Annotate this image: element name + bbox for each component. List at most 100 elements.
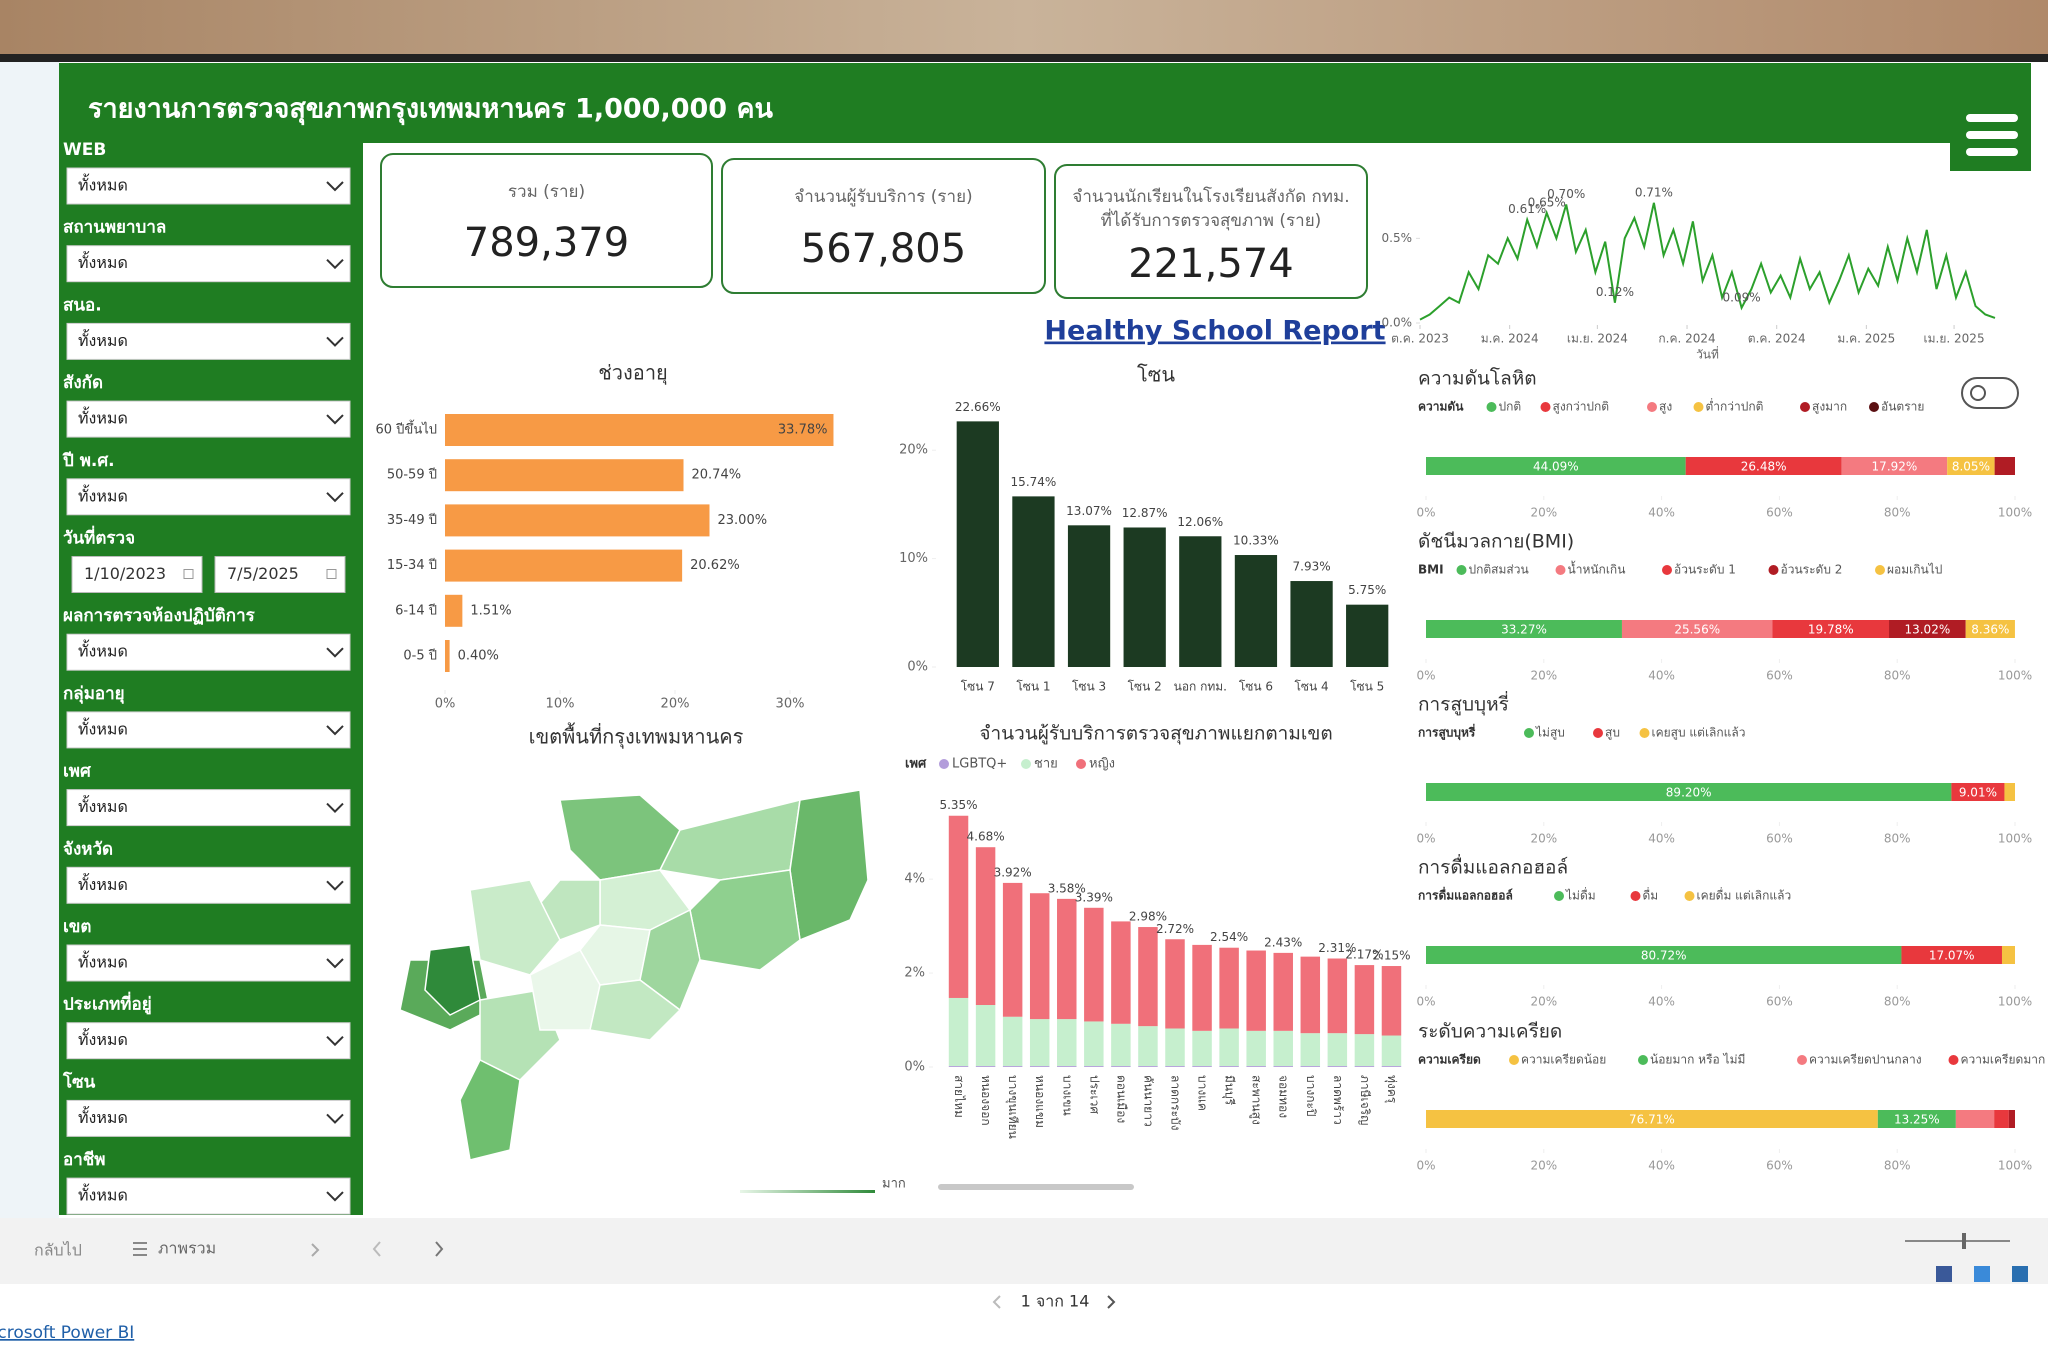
kpi-card	[380, 153, 713, 288]
brand-link[interactable]: Microsoft Power BI	[0, 1323, 134, 1343]
dropdown[interactable]	[66, 866, 351, 904]
date-value: 1/10/2023	[84, 564, 166, 583]
menu-icon[interactable]	[1966, 114, 2018, 156]
category-label: สะพานสูง	[1249, 1075, 1264, 1125]
dropdown[interactable]	[66, 167, 351, 205]
data-label: 1.51%	[470, 603, 511, 618]
next-arrow[interactable]	[435, 1241, 444, 1257]
bar-segment	[948, 1066, 969, 1067]
kpi-label: รวม (ราย)	[508, 182, 585, 202]
share-icon[interactable]	[2012, 1266, 2028, 1282]
legend-swatch	[1593, 728, 1603, 738]
chart-title: การดื่มแอลกอฮอล์	[1418, 854, 1568, 879]
filter-label: สถานพยาบาล	[63, 218, 166, 238]
legend-label: หญิง	[1089, 757, 1115, 772]
dropdown[interactable]	[66, 711, 351, 749]
map-legend-high: มาก	[882, 1177, 906, 1192]
pager-prev[interactable]	[992, 1295, 1001, 1309]
x-tick-label: 40%	[1648, 506, 1675, 520]
calendar-icon	[326, 569, 337, 579]
report-link[interactable]: Healthy School Report	[1044, 316, 1385, 347]
bar-segment	[1947, 457, 1995, 475]
date-input[interactable]	[214, 556, 346, 593]
category-label: บางแค	[1196, 1075, 1210, 1111]
bar-segment	[1994, 457, 2015, 475]
menu-bar	[1966, 131, 2018, 139]
bar	[1067, 525, 1111, 667]
data-label: 22.66%	[955, 400, 1001, 414]
x-tick-label: 80%	[1884, 506, 1911, 520]
filter-label: ปี พ.ศ.	[62, 450, 114, 471]
x-tick-label: 100%	[1998, 1159, 2032, 1173]
data-label: 0.09%	[1723, 290, 1761, 304]
prev-arrow[interactable]	[372, 1241, 381, 1257]
x-tick-label: 60%	[1766, 1159, 1793, 1173]
category-label: นอก กทม.	[1174, 680, 1227, 694]
bar-segment	[1246, 1030, 1266, 1067]
bar-segment	[1219, 1066, 1239, 1067]
dropdown-value: ทั้งหมด	[78, 484, 128, 505]
bar-segment	[1327, 958, 1348, 1034]
dropdown[interactable]	[66, 245, 351, 283]
legend-label: LGBTQ+	[952, 757, 1007, 772]
dropdown[interactable]	[66, 789, 351, 827]
bar-segment	[1955, 1110, 1995, 1128]
bar-segment	[1381, 1066, 1402, 1067]
bar-segment	[1381, 966, 1402, 1036]
data-label: 7.93%	[1293, 560, 1331, 574]
dropdown[interactable]	[66, 633, 351, 671]
back-button[interactable]: กลับไป	[34, 1241, 82, 1260]
dropdown-chevron	[326, 880, 344, 891]
bar-segment	[1192, 1030, 1212, 1067]
dropdown[interactable]	[66, 478, 351, 516]
legend-swatch	[1647, 402, 1657, 412]
total-label: 2.98%	[1129, 910, 1167, 924]
pager-next[interactable]	[1107, 1295, 1116, 1309]
x-tick-label: 60%	[1766, 506, 1793, 520]
bar-segment	[1426, 457, 1686, 475]
scrollbar[interactable]	[938, 1184, 1134, 1190]
category-label: หนองจอก	[979, 1075, 993, 1126]
dropdown-chevron	[326, 725, 344, 736]
x-tick-label: ก.ค. 2024	[1658, 332, 1715, 346]
legend-swatch	[1524, 728, 1534, 738]
zoom-thumb[interactable]	[1962, 1233, 1966, 1249]
legend-swatch	[1797, 1055, 1807, 1065]
category-label: โซน 1	[1016, 680, 1050, 694]
data-label: 8.36%	[1971, 623, 2009, 637]
x-tick-label: 20%	[1530, 995, 1557, 1009]
dropdown[interactable]	[66, 322, 351, 360]
data-label: 17.92%	[1872, 460, 1918, 474]
share-icon[interactable]	[1936, 1266, 1952, 1282]
y-tick-label: 0.5%	[1382, 231, 1413, 245]
date-input[interactable]	[71, 556, 203, 593]
dropdown[interactable]	[66, 944, 351, 982]
x-tick-label: 60%	[1766, 995, 1793, 1009]
bar-segment	[1621, 620, 1773, 638]
category-label: โซน 2	[1128, 680, 1162, 694]
dropdown[interactable]	[66, 400, 351, 438]
x-tick-label: 100%	[1998, 832, 2032, 846]
bar-segment	[1273, 1030, 1293, 1067]
bar	[1234, 555, 1278, 667]
dropdown[interactable]	[66, 1177, 351, 1215]
bar-segment	[1246, 950, 1266, 1031]
data-label: 12.06%	[1177, 515, 1223, 529]
bar-segment	[1300, 1033, 1321, 1067]
data-label: 20.74%	[692, 468, 742, 483]
filter-label: สังกัด	[63, 373, 103, 393]
data-label: 26.48%	[1741, 460, 1787, 474]
dropdown[interactable]	[66, 1022, 351, 1060]
category-label: คันนายาว	[1141, 1075, 1155, 1127]
bar-segment	[1138, 1026, 1158, 1067]
share-icon[interactable]	[1974, 1266, 1990, 1282]
bar-segment	[1084, 1066, 1104, 1067]
page-menu[interactable]: ภาพรวม	[158, 1239, 216, 1258]
x-tick-label: 40%	[1648, 1159, 1675, 1173]
dropdown[interactable]	[66, 1099, 351, 1137]
legend-swatch	[1486, 402, 1497, 412]
x-tick-label: 60%	[1766, 669, 1793, 683]
bar-segment	[975, 847, 996, 1006]
